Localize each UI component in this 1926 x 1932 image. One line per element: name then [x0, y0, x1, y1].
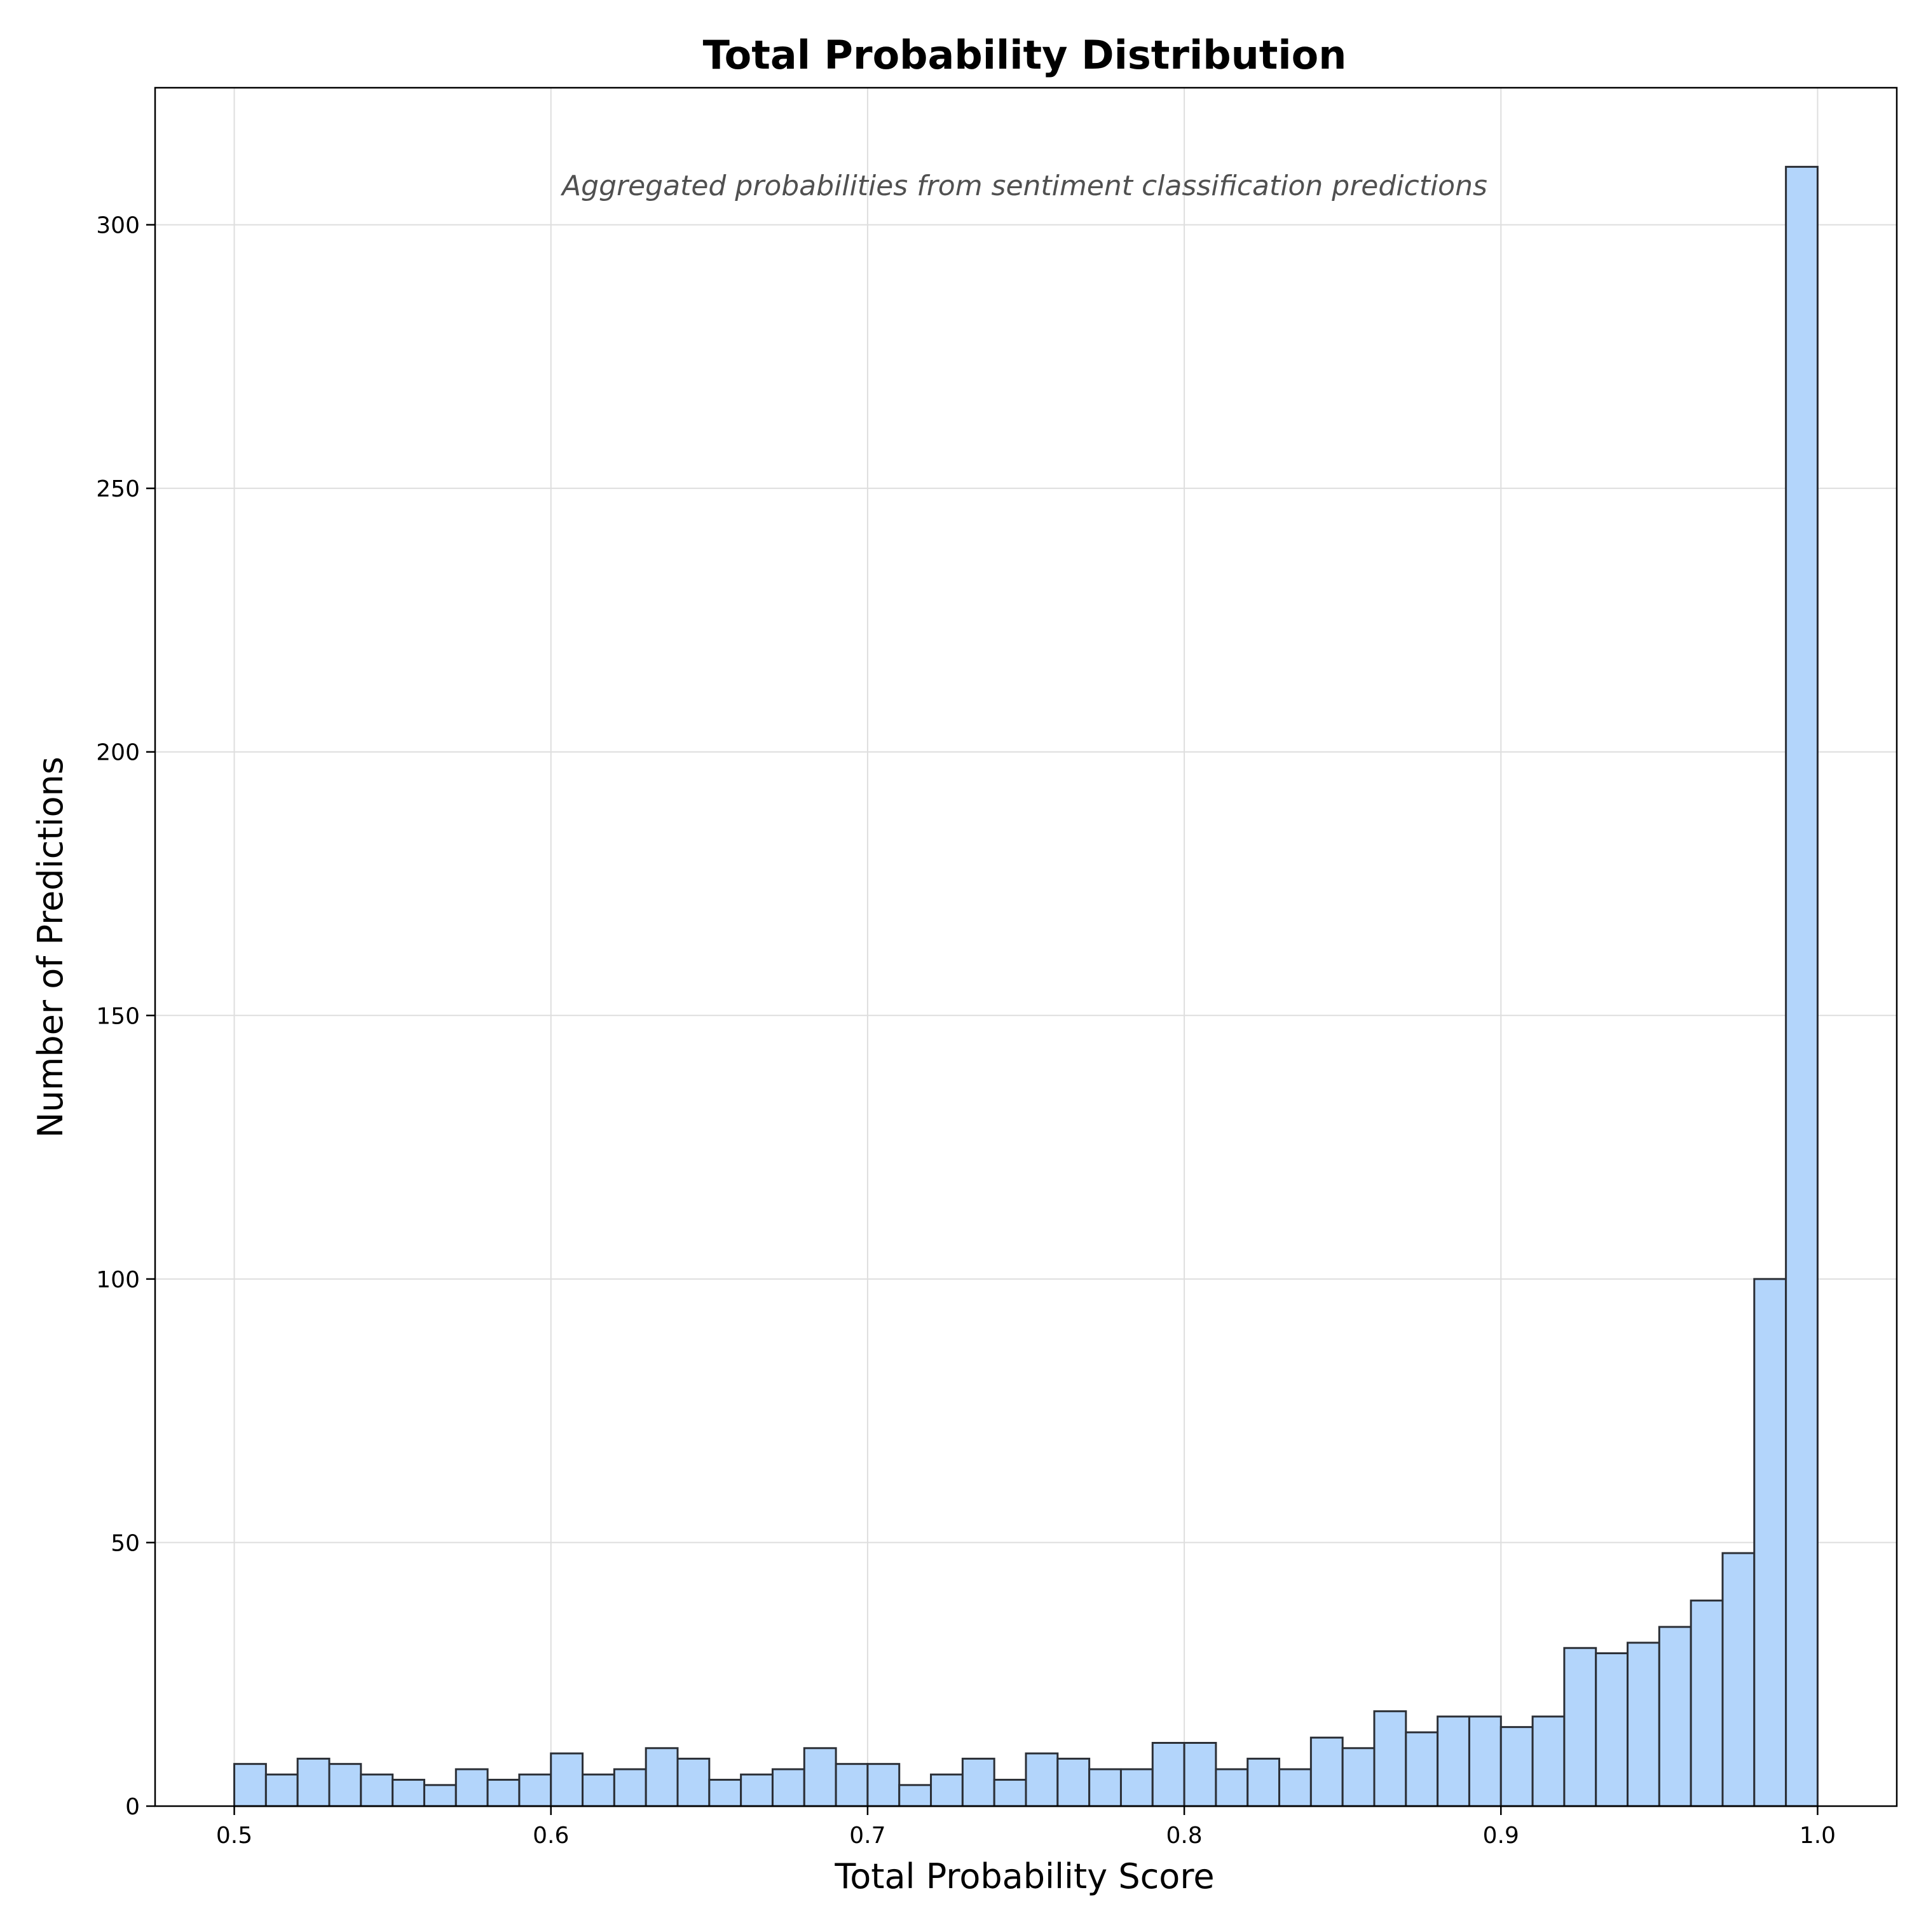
histogram-bar — [835, 1763, 869, 1807]
x-tick-label: 0.8 — [1166, 1823, 1202, 1849]
histogram-bar — [1405, 1731, 1439, 1807]
y-tick-label: 0 — [125, 1794, 140, 1820]
y-tick-label: 150 — [96, 1003, 140, 1029]
histogram-bar — [1309, 1736, 1344, 1807]
x-axis-label: Total Probability Score — [834, 1856, 1214, 1896]
histogram-bar — [486, 1779, 521, 1807]
histogram-bar — [392, 1779, 425, 1807]
histogram-bar — [676, 1757, 711, 1807]
histogram-bar — [1690, 1600, 1724, 1807]
histogram-bar — [1278, 1768, 1312, 1807]
histogram-bar — [1025, 1752, 1059, 1807]
chart-title: Total Probability Distribution — [703, 32, 1347, 78]
histogram-bar — [1119, 1768, 1154, 1807]
histogram-bar — [1627, 1641, 1660, 1807]
histogram-bar — [264, 1773, 299, 1807]
histogram-bar — [1341, 1747, 1376, 1807]
y-tick-label: 300 — [96, 213, 140, 239]
x-tick-label: 0.6 — [533, 1823, 569, 1849]
histogram-bar — [1246, 1757, 1281, 1807]
histogram-bar — [740, 1773, 774, 1807]
x-tick-label: 1.0 — [1800, 1823, 1836, 1849]
histogram-bar — [582, 1773, 615, 1807]
y-tick-label: 250 — [96, 476, 140, 502]
histogram-bar — [1215, 1768, 1249, 1807]
y-tick-label: 100 — [96, 1267, 140, 1293]
histogram-bar — [645, 1747, 679, 1807]
histogram-bar — [961, 1757, 995, 1807]
x-tick-label: 0.7 — [849, 1823, 885, 1849]
histogram-bar — [1785, 165, 1819, 1807]
histogram-bar — [1056, 1757, 1091, 1807]
histogram-bar — [1531, 1715, 1566, 1807]
histogram-bar — [1183, 1742, 1217, 1807]
ticks: 0.5 0.6 0.7 0.8 0.9 1.0 0 50 100 150 200 250 300 — [96, 213, 1836, 1849]
histogram-bar — [1373, 1710, 1407, 1807]
histogram-bar — [1468, 1715, 1502, 1807]
histogram-bar — [360, 1773, 394, 1807]
histogram-bar — [296, 1757, 331, 1807]
y-tick-label: 50 — [111, 1530, 140, 1556]
x-tick-label: 0.9 — [1483, 1823, 1519, 1849]
histogram-bar — [613, 1768, 647, 1807]
y-axis-label: Number of Predictions — [31, 757, 71, 1138]
histogram-bar — [708, 1779, 742, 1807]
plot-frame — [154, 86, 1898, 1807]
histogram-bar — [518, 1773, 552, 1807]
histogram-bar — [1088, 1768, 1122, 1807]
histogram-bar — [1595, 1652, 1629, 1807]
histogram-bar — [1563, 1647, 1597, 1807]
histogram-bar — [930, 1773, 964, 1807]
histogram-bar — [1753, 1278, 1787, 1807]
histogram-bar — [233, 1763, 267, 1807]
histogram-bar — [1658, 1626, 1692, 1807]
y-tick-label: 200 — [96, 740, 140, 766]
histogram-bar — [1437, 1715, 1470, 1807]
x-tick-label: 0.5 — [216, 1823, 252, 1849]
histogram-bar — [898, 1784, 932, 1807]
histogram-bar — [423, 1784, 457, 1807]
histogram-bar — [1151, 1742, 1185, 1807]
bars — [233, 165, 1819, 1807]
histogram-bar — [1499, 1726, 1534, 1807]
histogram-bar — [993, 1779, 1027, 1807]
chart-annotation: Aggregated probabilities from sentiment … — [560, 170, 1487, 202]
histogram-bar — [803, 1747, 837, 1807]
histogram-bar — [328, 1763, 362, 1807]
histogram-bar — [550, 1752, 584, 1807]
histogram-bar — [771, 1768, 805, 1807]
histogram-bar — [454, 1768, 489, 1807]
histogram-bar — [866, 1763, 901, 1807]
histogram-bar — [1721, 1552, 1756, 1807]
